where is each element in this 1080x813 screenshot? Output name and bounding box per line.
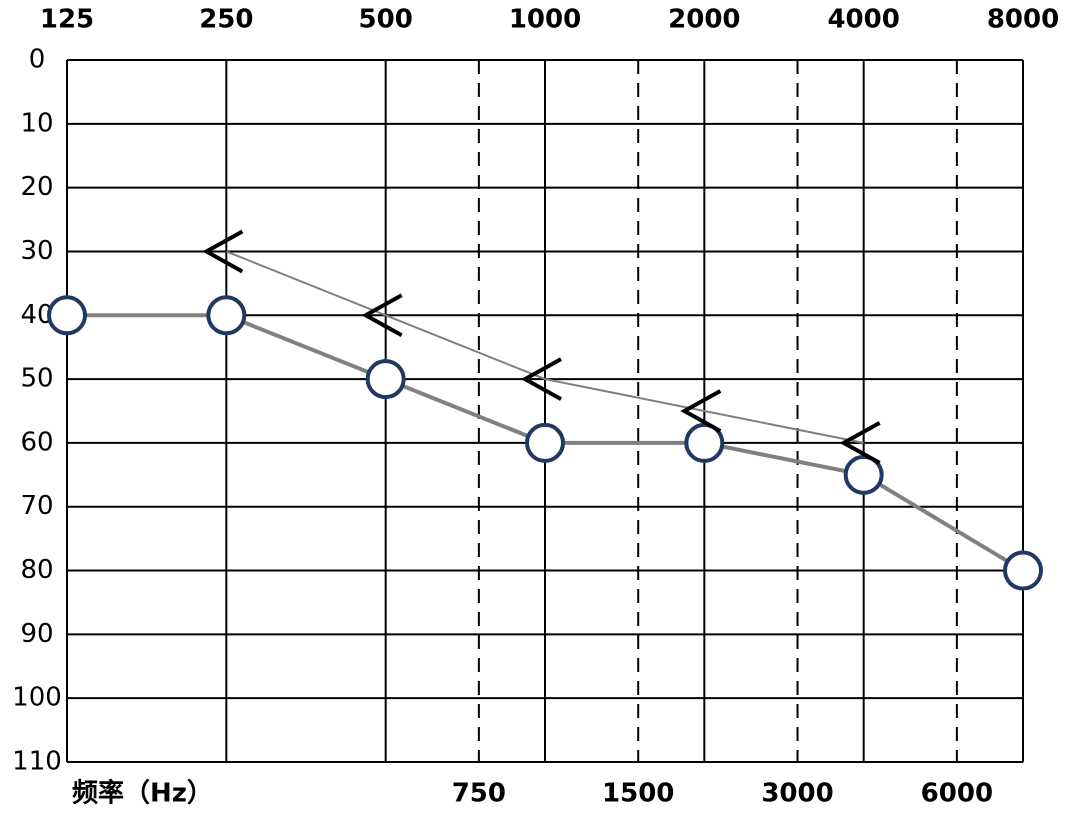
x-axis-label: 频率（Hz） [72, 778, 213, 809]
y-tick-label: 90 [20, 619, 53, 649]
y-tick-label: 110 [12, 747, 62, 777]
circle-marker [684, 422, 725, 463]
x-tick-label: 2000 [668, 5, 740, 35]
circle-marker [1003, 550, 1043, 591]
x-tick-label: 3000 [761, 779, 833, 809]
y-tick-label: 60 [20, 427, 53, 457]
less-than-marker [361, 293, 403, 338]
x-tick-label: 250 [199, 5, 253, 35]
y-tick-label: 80 [20, 555, 53, 585]
x-tick-label: 4000 [827, 5, 899, 35]
circle-marker [206, 295, 247, 336]
x-tick-label: 500 [359, 5, 413, 35]
circle-marker [843, 454, 884, 495]
x-tick-label: 8000 [987, 5, 1059, 35]
y-tick-label: 20 [20, 172, 53, 202]
y-tick-label: 100 [12, 683, 62, 713]
x-tick-label: 750 [452, 779, 506, 809]
less-than-marker [839, 421, 881, 465]
circle-marker [365, 359, 406, 400]
less-than-marker [680, 389, 722, 433]
x-tick-label: 1500 [602, 779, 674, 809]
y-tick-label: 0 [29, 45, 46, 75]
x-tick-label: 125 [40, 5, 94, 35]
circle-marker [47, 295, 87, 336]
x-tick-label: 6000 [921, 779, 993, 809]
y-tick-label: 50 [20, 364, 53, 394]
series-line [225, 250, 864, 444]
x-tick-label: 1000 [509, 5, 581, 35]
less-than-marker [520, 357, 562, 401]
circle-marker [525, 422, 565, 463]
y-tick-label: 10 [20, 108, 53, 138]
less-than-marker [202, 229, 244, 274]
y-tick-label: 30 [20, 236, 53, 266]
y-tick-label: 70 [20, 491, 53, 521]
